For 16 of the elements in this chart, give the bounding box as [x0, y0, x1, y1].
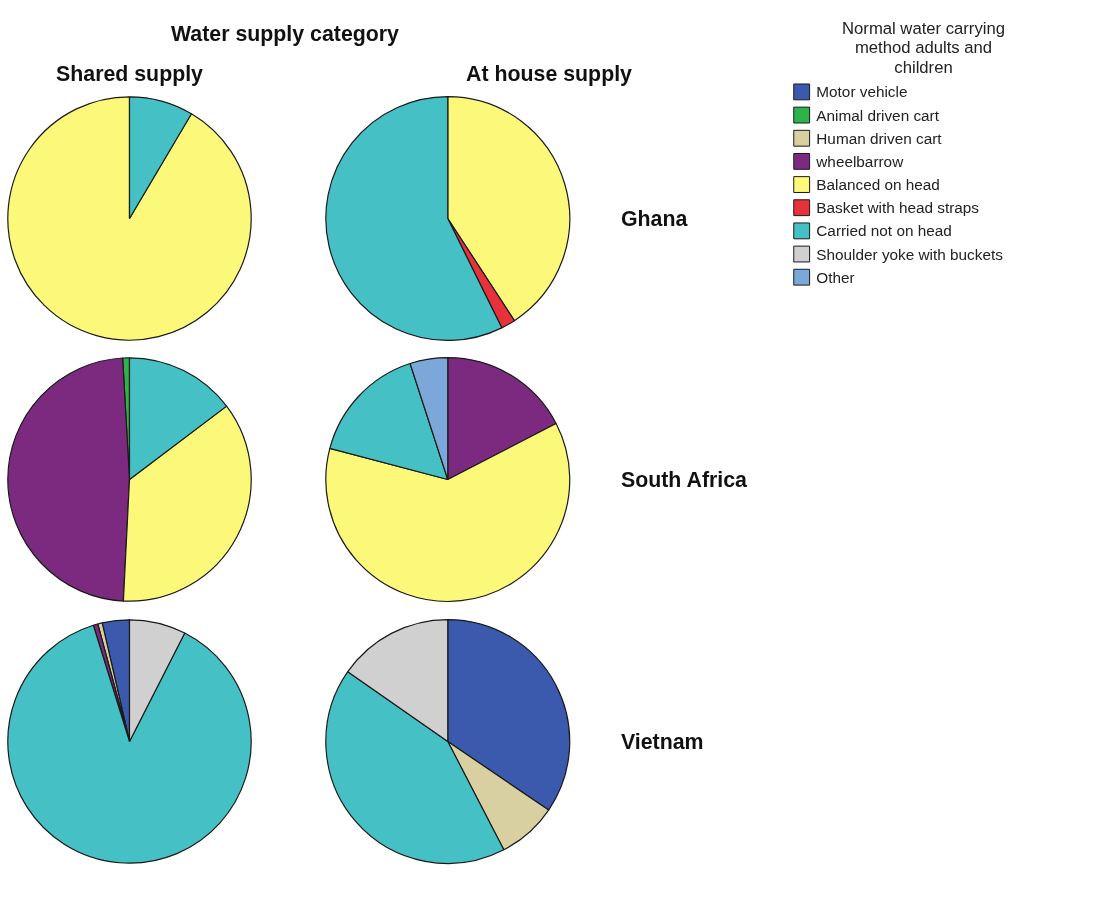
legend-label: Basket with head straps	[816, 199, 980, 217]
legend-label: Shoulder yoke with buckets	[816, 245, 1004, 263]
legend-label: wheelbarrow	[815, 152, 905, 170]
text: Water supply category	[171, 21, 399, 48]
text: South Africa	[620, 467, 748, 492]
legend-title: Normal water carrying method adults and children	[842, 18, 1005, 77]
legend-label: Motor vehicle	[816, 83, 908, 101]
legend-label: Other	[816, 268, 855, 286]
legend-label: Human driven cart	[816, 129, 943, 147]
text: Ghana	[620, 206, 688, 231]
text: Vietnam	[620, 729, 704, 754]
chart-title: Shared supply	[56, 61, 204, 86]
legend-label: Carried not on head	[816, 222, 952, 240]
chart-title: At house supply	[466, 61, 633, 86]
legend-label: Balanced on head	[816, 176, 940, 194]
legend-label: Animal driven cart	[816, 106, 940, 124]
